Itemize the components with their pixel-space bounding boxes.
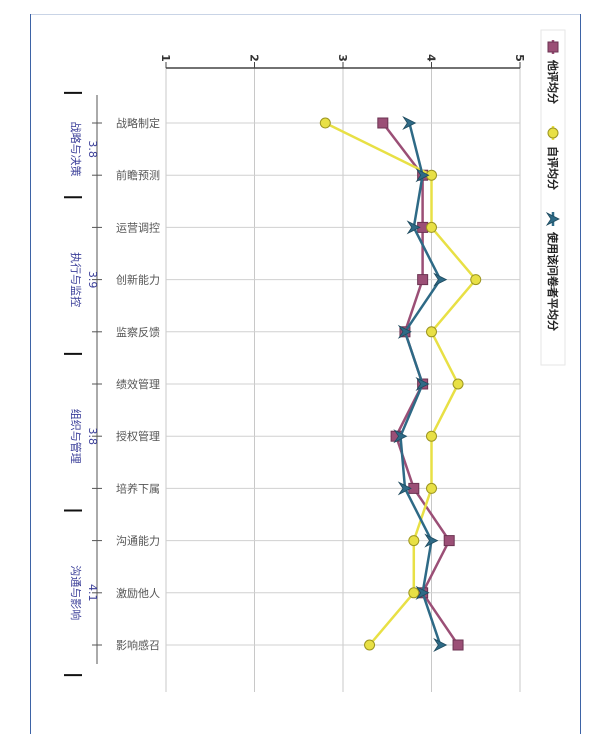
legend-item: 自评均分: [546, 126, 560, 190]
category-label: 创新能力: [116, 273, 160, 287]
legend-label: 使用该问卷者平均分: [546, 231, 560, 331]
group-score: 4.1: [86, 584, 99, 602]
data-point-arrow: [433, 272, 448, 287]
series-3: [393, 115, 448, 653]
group-label: 执行与监控: [69, 252, 83, 307]
data-point-arrow: [397, 481, 412, 496]
legend-item: 使用该问卷者平均分: [545, 211, 560, 331]
value-tick-label: 4: [425, 54, 438, 62]
category-label: 沟通能力: [116, 534, 160, 548]
group-score: 3.8: [86, 427, 99, 445]
data-point-circle: [470, 274, 482, 286]
data-point-circle: [426, 221, 437, 233]
data-point-circle: [408, 587, 420, 599]
data-point-arrow: [397, 324, 412, 339]
category-label: 前瞻预测: [116, 168, 160, 182]
group-label: 沟通与影响: [69, 565, 82, 620]
page-frame-right: [580, 14, 581, 734]
value-tick-label: 2: [248, 54, 261, 62]
data-point-circle: [426, 482, 437, 494]
group-score: 3.8: [86, 140, 99, 158]
group-label: 组织与管理: [69, 409, 83, 464]
data-point-circle: [426, 430, 437, 442]
category-label: 运营调控: [116, 220, 160, 234]
data-point-circle: [408, 535, 420, 547]
page-frame-top: [30, 14, 580, 15]
category-label: 绩效管理: [116, 377, 160, 391]
category-label: 激励他人: [116, 586, 160, 600]
value-tick-label: 5: [513, 54, 526, 62]
series-layer: [319, 115, 482, 653]
grid-layer: [165, 65, 521, 692]
data-point-circle: [452, 378, 464, 390]
data-point-square: [443, 535, 455, 547]
data-point-arrow: [415, 168, 430, 183]
data-point-arrow: [545, 211, 560, 227]
legend-item: 他评均分: [546, 40, 560, 104]
legend-label: 自评均分: [546, 146, 560, 190]
data-point-arrow: [406, 220, 421, 235]
category-label: 授权管理: [116, 429, 160, 443]
data-point-arrow: [415, 585, 430, 600]
data-point-square: [452, 639, 464, 651]
data-point-arrow: [424, 533, 439, 548]
data-point-square: [547, 41, 559, 53]
data-point-square: [417, 274, 429, 286]
category-label: 影响感召: [116, 639, 160, 652]
category-label: 战略制定: [116, 116, 160, 130]
data-point-arrow: [433, 637, 448, 653]
value-tick-label: 1: [159, 54, 172, 62]
data-point-circle: [319, 117, 331, 129]
data-point-arrow: [393, 429, 408, 444]
series-2: [319, 117, 482, 651]
category-axis: 战略制定前瞻预测运营调控创新能力监察反馈绩效管理授权管理培养下属沟通能力激励他人…: [92, 95, 160, 664]
data-point-circle: [547, 127, 559, 139]
data-point-circle: [364, 639, 376, 651]
page-frame-left: [30, 14, 31, 734]
category-label: 培养下属: [116, 481, 160, 495]
data-point-arrow: [402, 115, 417, 131]
category-label: 监察反馈: [116, 325, 160, 339]
data-point-arrow: [415, 376, 430, 392]
legend-label: 他评均分: [546, 59, 560, 104]
data-point-square: [377, 117, 389, 129]
data-point-circle: [426, 326, 437, 338]
legend-box: [540, 29, 566, 366]
group-score: 3.9: [86, 271, 99, 289]
value-tick-label: 3: [336, 54, 349, 62]
value-axis: 1 2 3 4 5: [159, 54, 526, 69]
group-label: 战略与决策: [69, 122, 83, 177]
